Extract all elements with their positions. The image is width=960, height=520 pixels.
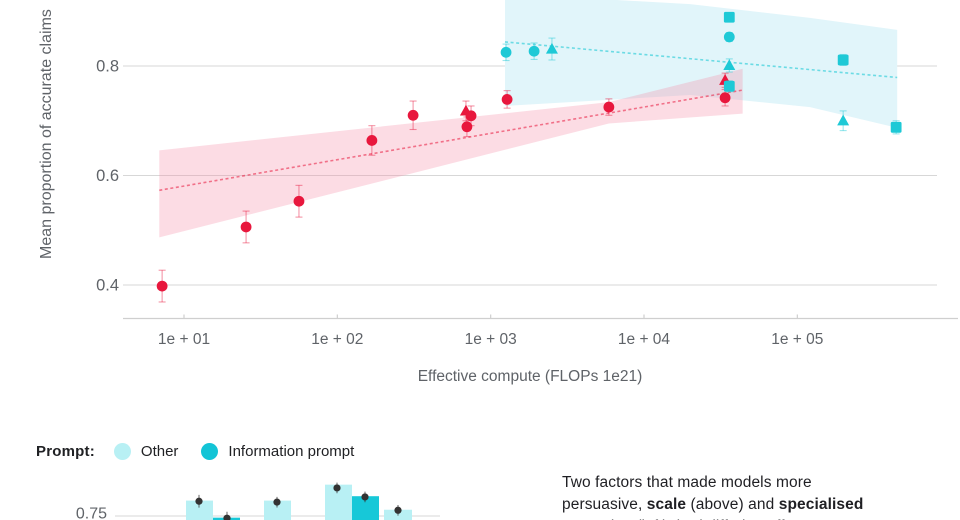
legend-swatch-information-icon xyxy=(201,442,219,460)
mini-bar xyxy=(186,500,213,520)
confidence-band-other xyxy=(159,68,743,238)
x-tick-label: 1e + 05 xyxy=(771,331,823,348)
trend-line-other xyxy=(159,89,743,192)
scatter-point-square xyxy=(890,121,902,133)
legend-title: Prompt: xyxy=(36,442,95,460)
scatter-point-triangle xyxy=(723,59,736,71)
scatter-point-circle xyxy=(156,280,168,292)
caption-text-3: prompting (left), had differing effects … xyxy=(562,518,835,520)
scatter-point-triangle xyxy=(837,114,850,126)
legend-label-information: Information prompt xyxy=(228,442,355,460)
scatter-point-square xyxy=(837,54,849,66)
scatter-point-circle xyxy=(723,31,735,43)
mini-mean-dot xyxy=(273,498,281,506)
legend-swatch-other-icon xyxy=(113,442,131,460)
scatter-point-circle xyxy=(528,45,540,57)
trend-line-information xyxy=(504,41,898,79)
scatter-point-circle xyxy=(407,109,419,121)
caption-bold-scale: scale xyxy=(646,496,687,513)
x-axis-title: Effective compute (FLOPs 1e21) xyxy=(418,368,643,385)
scatter-point-circle xyxy=(465,110,477,122)
mini-mean-dot xyxy=(333,484,341,492)
caption-text-1: Two factors that made models more persua… xyxy=(562,474,812,513)
mini-bar xyxy=(352,496,379,520)
caption-text-2: (above) and xyxy=(686,496,779,513)
scatter-point-square xyxy=(723,80,735,92)
mini-y-tick-label: 0.75 xyxy=(76,506,107,520)
mini-mean-dot xyxy=(361,493,369,501)
scatter-point-square xyxy=(723,11,735,23)
mini-mean-dot xyxy=(195,497,203,505)
scatter-point-triangle xyxy=(545,42,558,54)
x-tick-label: 1e + 02 xyxy=(311,331,363,348)
scatter-point-circle xyxy=(719,92,731,104)
caption-bold-specialised: specialised xyxy=(778,496,864,513)
confidence-band-information xyxy=(504,0,898,128)
mini-mean-dot xyxy=(223,514,231,520)
scatter-point-circle xyxy=(603,101,615,113)
scatter-point-circle xyxy=(240,221,252,233)
y-tick-label: 0.6 xyxy=(96,167,119,185)
x-tick-label: 1e + 04 xyxy=(618,331,671,348)
scatter-point-circle xyxy=(366,135,378,146)
scatter-point-circle xyxy=(461,121,473,133)
scatter-point-circle xyxy=(501,93,513,105)
legend-label-other: Other xyxy=(140,442,179,460)
mini-mean-dot xyxy=(394,506,402,514)
figure-caption: Two factors that made models more persua… xyxy=(562,472,880,520)
mini-bar xyxy=(264,500,291,520)
x-tick-label: 1e + 01 xyxy=(158,331,210,348)
scatter-point-circle xyxy=(500,46,512,58)
prompt-legend: Prompt: Other Information prompt xyxy=(36,441,354,461)
y-axis-title: Mean proportion of accurate claims xyxy=(38,9,55,259)
y-tick-label: 0.8 xyxy=(96,58,119,76)
x-tick-label: 1e + 03 xyxy=(465,331,517,348)
y-tick-label: 0.4 xyxy=(96,277,119,295)
scatter-point-circle xyxy=(293,195,305,207)
